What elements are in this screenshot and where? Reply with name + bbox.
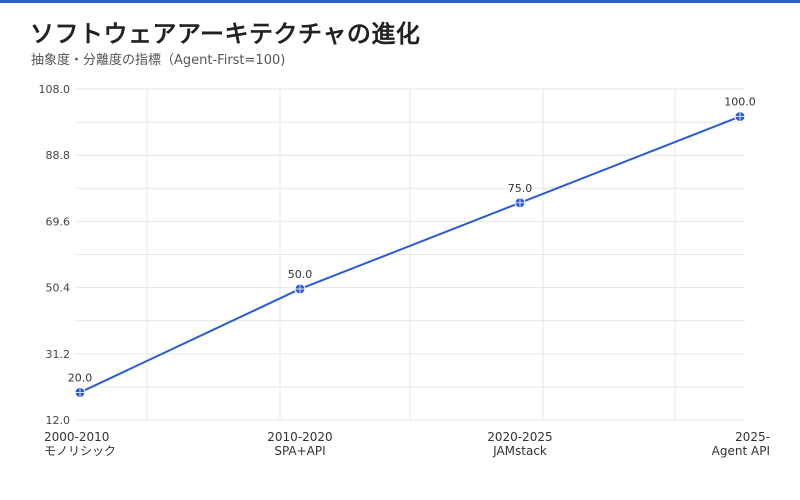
data-label: 100.0 xyxy=(724,96,756,109)
data-label: 20.0 xyxy=(68,371,93,384)
x-tick-label-line: 2025- xyxy=(735,430,770,444)
series-line xyxy=(79,115,741,394)
y-tick-label: 108.0 xyxy=(39,83,71,96)
y-tick-label: 31.2 xyxy=(46,348,71,361)
x-tick-label-line: Agent API xyxy=(712,444,770,458)
chart-title: ソフトウェアアーキテクチャの進化 xyxy=(30,20,421,48)
x-tick-label-line: 2020-2025 xyxy=(487,430,552,444)
y-tick-label: 69.6 xyxy=(46,215,71,228)
x-tick-label: 2020-2025 JAMstack xyxy=(487,430,552,458)
x-tick-label: 2010-2020 SPA+API xyxy=(267,430,332,458)
x-tick-label-line: 2010-2020 xyxy=(267,430,332,444)
accent-top-bar xyxy=(0,0,800,3)
x-tick-label-line: 2000-2010 xyxy=(44,430,109,444)
x-tick-label: 2025-Agent API xyxy=(712,430,770,458)
data-label: 75.0 xyxy=(508,182,533,195)
y-tick-label: 12.0 xyxy=(46,414,71,427)
x-tick-label: 2000-2010 モノリシック xyxy=(44,430,116,458)
x-tick-label-line: SPA+API xyxy=(274,444,325,458)
chart-subtitle: 抽象度・分離度の指標（Agent-First=100) xyxy=(31,53,286,68)
y-tick-label: 50.4 xyxy=(46,282,71,295)
data-label: 50.0 xyxy=(288,268,313,281)
x-tick-label-line: モノリシック xyxy=(44,444,116,458)
x-tick-label-line: JAMstack xyxy=(492,444,547,458)
y-tick-label: 88.8 xyxy=(46,149,71,162)
